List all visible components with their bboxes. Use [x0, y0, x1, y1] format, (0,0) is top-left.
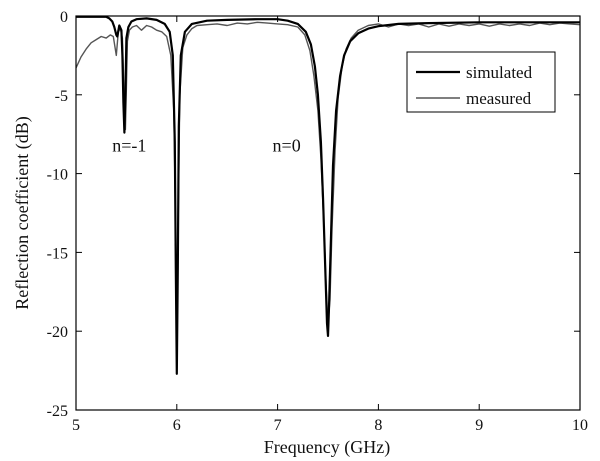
- axes: [75, 15, 581, 411]
- x-tick-label: 6: [173, 417, 181, 434]
- x-tick-label: 9: [475, 417, 483, 434]
- plot-area: [76, 16, 580, 375]
- annotation-label: n=0: [273, 136, 301, 156]
- legend: simulated measured: [406, 51, 556, 113]
- y-tick-label: 0: [60, 9, 68, 26]
- x-tick-label: 8: [374, 417, 382, 434]
- y-tick-label: -5: [55, 88, 68, 105]
- chart-text: Frequency (GHz) Reflection coefficient (…: [12, 9, 588, 458]
- y-tick-label: -15: [47, 245, 68, 262]
- y-tick-label: -25: [47, 403, 68, 420]
- annotation-label: n=-1: [112, 136, 146, 156]
- x-axis-label: Frequency (GHz): [264, 437, 390, 458]
- legend-label-measured: measured: [466, 89, 532, 108]
- x-tick-label: 10: [572, 417, 588, 434]
- series-line-simulated: [76, 16, 580, 375]
- legend-box: [406, 51, 556, 113]
- x-tick-label: 7: [274, 417, 282, 434]
- x-tick-label: 5: [72, 417, 80, 434]
- y-axis-label: Reflection coefficient (dB): [12, 116, 33, 310]
- legend-label-simulated: simulated: [466, 63, 533, 82]
- y-tick-label: -10: [47, 167, 68, 184]
- y-tick-label: -20: [47, 324, 68, 341]
- axes-frame: [75, 15, 581, 411]
